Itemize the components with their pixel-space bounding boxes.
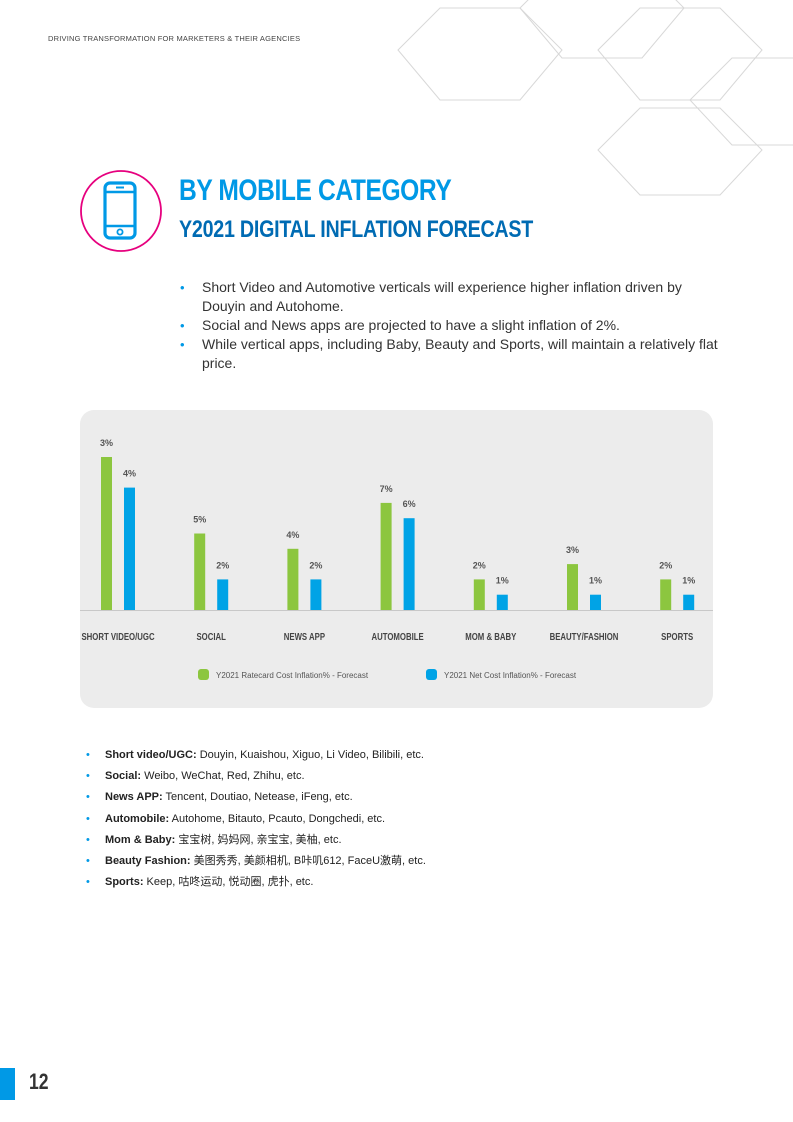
definition-item: Short video/UGC: Douyin, Kuaishou, Xiguo…: [86, 745, 426, 766]
data-label: 2%: [473, 560, 486, 570]
bar-ratecard: [101, 457, 112, 610]
definition-text: Keep, 咕咚运动, 悦动圈, 虎扑, etc.: [143, 876, 314, 889]
data-label: 3%: [100, 438, 113, 448]
bullet-item: While vertical apps, including Baby, Bea…: [180, 335, 720, 373]
bar-ratecard: [380, 502, 392, 610]
bar-netcost: [124, 487, 135, 610]
category-tick-label: SOCIAL: [196, 631, 226, 642]
bar-netcost: [403, 518, 415, 610]
data-label: 5%: [193, 515, 206, 525]
decorative-hexagon-pattern: [397, 0, 793, 196]
data-label: 4%: [286, 530, 299, 540]
category-tick-label: SHORT VIDEO/UGC: [81, 631, 155, 642]
inflation-bar-chart: 3% 4% SHORT VIDEO/UGC 5% 2% SOCIAL 4% 2% NEWS AP…: [80, 438, 713, 680]
definition-label: Mom & Baby:: [105, 833, 176, 846]
definition-item: Mom & Baby: 宝宝树, 妈妈网, 亲宝宝, 美柚, etc.: [86, 830, 426, 851]
bar-netcost: [683, 594, 695, 610]
category-definitions: Short video/UGC: Douyin, Kuaishou, Xiguo…: [86, 745, 426, 894]
bar-netcost: [590, 594, 601, 610]
running-header: DRIVING TRANSFORMATION FOR MARKETERS & T…: [48, 34, 301, 43]
definition-text: Autohome, Bitauto, Pcauto, Dongchedi, et…: [169, 812, 386, 825]
definition-text: 美图秀秀, 美颜相机, B咔叽612, FaceU激萌, etc.: [190, 855, 426, 868]
bar-ratecard: [473, 579, 485, 610]
definition-label: Sports:: [105, 876, 144, 889]
bar-ratecard: [567, 564, 578, 610]
page-marker-bar: [0, 1068, 15, 1100]
category-tick-label: AUTOMOBILE: [371, 631, 423, 642]
category-tick-label: NEWS APP: [284, 631, 325, 642]
bar-netcost: [217, 579, 229, 610]
mobile-phone-icon: [80, 170, 162, 252]
section-subtitle: Y2021 DIGITAL INFLATION FORECAST: [179, 216, 534, 243]
data-label: 4%: [123, 469, 136, 479]
data-label: 6%: [403, 499, 416, 509]
definition-item: Social: Weibo, WeChat, Red, Zhihu, etc.: [86, 766, 426, 787]
legend-label: Y2021 Ratecard Cost Inflation% - Forecas…: [216, 671, 369, 680]
definition-label: News APP:: [105, 791, 163, 804]
bar-ratecard: [287, 548, 299, 610]
bar-netcost: [310, 579, 322, 610]
summary-bullets: Short Video and Automotive verticals wil…: [180, 278, 720, 373]
definition-text: Douyin, Kuaishou, Xiguo, Li Video, Bilib…: [196, 749, 424, 761]
legend-label: Y2021 Net Cost Inflation% - Forecast: [444, 671, 577, 680]
bar-ratecard: [194, 533, 206, 610]
definition-label: Social:: [105, 770, 142, 783]
category-tick-label: SPORTS: [661, 631, 693, 642]
category-tick-label: BEAUTY/FASHION: [550, 631, 619, 642]
data-label: 3%: [566, 545, 579, 555]
legend-swatch: [198, 669, 209, 680]
definition-label: Automobile:: [105, 812, 170, 825]
data-label: 1%: [589, 576, 602, 586]
definition-item: Beauty Fashion: 美图秀秀, 美颜相机, B咔叽612, Face…: [86, 851, 426, 872]
category-tick-label: MOM & BABY: [465, 631, 516, 642]
bullet-item: Social and News apps are projected to ha…: [180, 316, 720, 335]
data-label: 1%: [682, 576, 695, 586]
definition-item: Sports: Keep, 咕咚运动, 悦动圈, 虎扑, etc.: [86, 872, 426, 893]
definition-item: Automobile: Autohome, Bitauto, Pcauto, D…: [86, 809, 426, 830]
data-label: 7%: [380, 484, 393, 494]
section-title: BY MOBILE CATEGORY: [179, 174, 452, 207]
definition-label: Beauty Fashion:: [105, 855, 191, 868]
definition-text: Weibo, WeChat, Red, Zhihu, etc.: [141, 770, 305, 783]
bar-netcost: [496, 594, 508, 610]
legend-swatch: [426, 669, 437, 680]
page-number: 12: [29, 1069, 49, 1094]
chart-panel: 3% 4% SHORT VIDEO/UGC 5% 2% SOCIAL 4% 2% NEWS AP…: [80, 410, 713, 708]
data-label: 2%: [659, 560, 672, 570]
data-label: 1%: [496, 576, 509, 586]
definition-item: News APP: Tencent, Doutiao, Netease, iFe…: [86, 787, 426, 808]
bullet-item: Short Video and Automotive verticals wil…: [180, 278, 720, 316]
data-label: 2%: [216, 560, 229, 570]
definition-text: Tencent, Doutiao, Netease, iFeng, etc.: [162, 791, 353, 804]
bar-ratecard: [660, 579, 672, 610]
data-label: 2%: [309, 560, 322, 570]
definition-text: 宝宝树, 妈妈网, 亲宝宝, 美柚, etc.: [175, 833, 342, 846]
definition-label: Short video/UGC:: [105, 749, 197, 761]
